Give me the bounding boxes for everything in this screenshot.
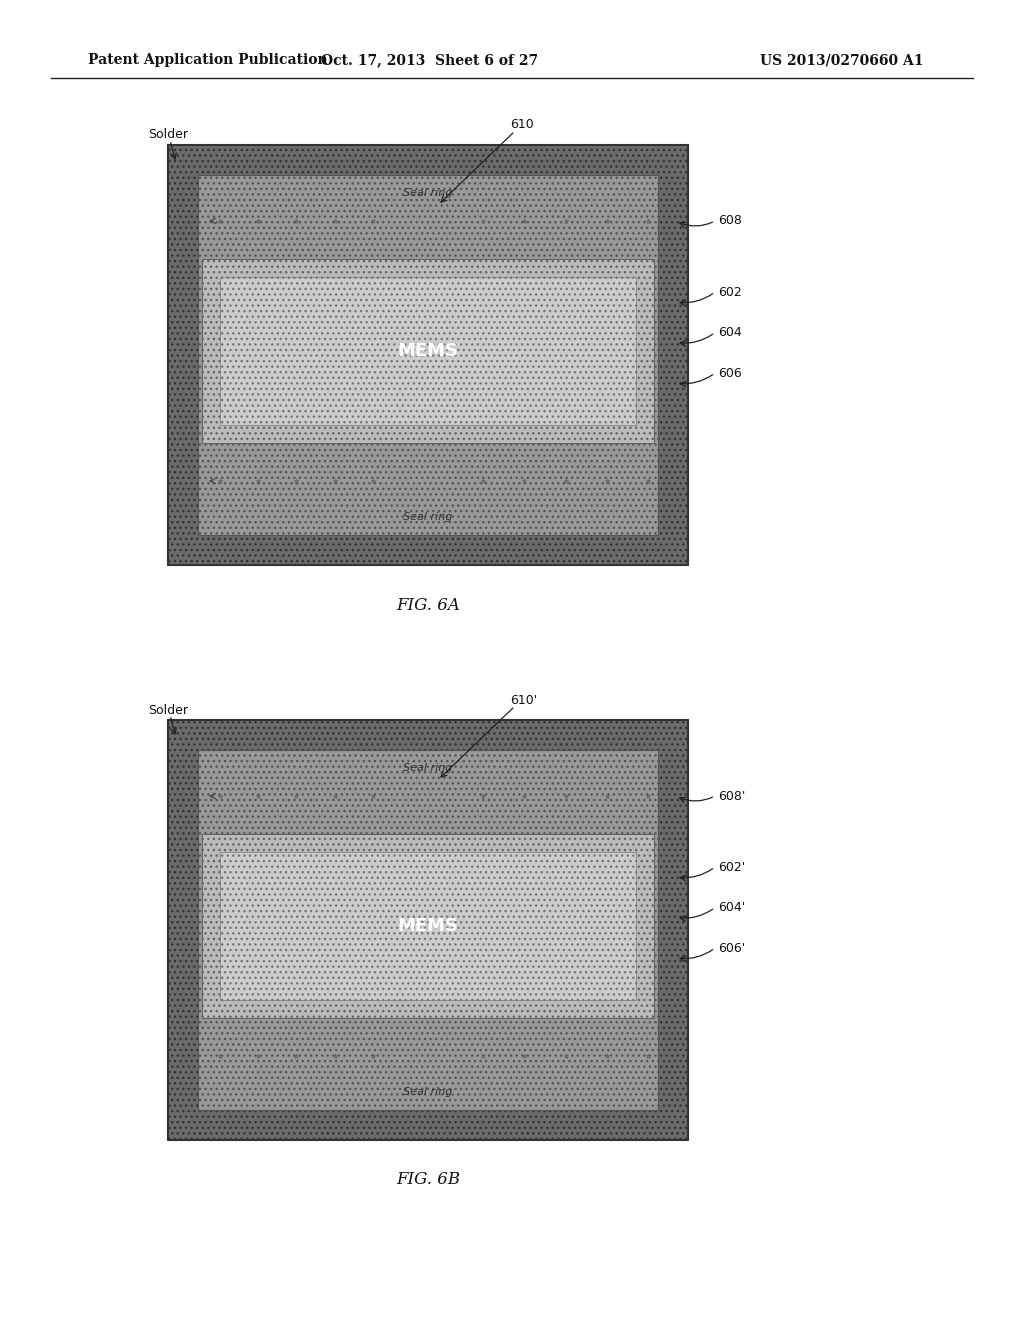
Text: 606: 606 xyxy=(718,367,741,380)
Bar xyxy=(398,1022,458,1078)
Text: Solder: Solder xyxy=(148,128,188,141)
Bar xyxy=(202,259,654,444)
Bar xyxy=(202,1022,398,1041)
Text: Oct. 17, 2013  Sheet 6 of 27: Oct. 17, 2013 Sheet 6 of 27 xyxy=(322,53,539,67)
Bar xyxy=(458,1022,654,1041)
Bar xyxy=(202,834,654,1018)
Bar xyxy=(202,447,398,467)
Text: 610': 610' xyxy=(510,693,538,706)
Text: Seal ring: Seal ring xyxy=(403,763,453,774)
Text: 606': 606' xyxy=(718,941,745,954)
Bar xyxy=(202,810,398,830)
Text: FIG. 6A: FIG. 6A xyxy=(396,597,460,614)
Text: FIG. 6B: FIG. 6B xyxy=(396,1172,460,1188)
Bar xyxy=(398,781,458,830)
Text: 608': 608' xyxy=(718,789,745,803)
Text: 610: 610 xyxy=(510,119,534,132)
Bar xyxy=(220,277,636,425)
Text: 604: 604 xyxy=(718,326,741,339)
Bar xyxy=(398,447,458,503)
Text: 602: 602 xyxy=(718,285,741,298)
Bar xyxy=(198,750,658,1110)
Text: 604': 604' xyxy=(718,902,745,913)
Bar xyxy=(202,754,654,781)
Bar xyxy=(220,851,636,1001)
Bar xyxy=(458,235,654,255)
Bar xyxy=(168,719,688,1140)
Text: Solder: Solder xyxy=(148,704,188,717)
Bar xyxy=(202,503,654,531)
Text: Seal ring: Seal ring xyxy=(403,1086,453,1097)
Bar xyxy=(198,176,658,535)
Bar xyxy=(458,810,654,830)
Text: Seal ring: Seal ring xyxy=(403,187,453,198)
Bar xyxy=(398,207,458,255)
Bar xyxy=(202,180,654,207)
Bar xyxy=(202,1078,654,1106)
Text: MEMS: MEMS xyxy=(397,342,459,360)
Text: 608: 608 xyxy=(718,214,741,227)
Bar xyxy=(168,145,688,565)
Bar xyxy=(202,235,398,255)
Bar xyxy=(458,447,654,467)
Text: MEMS: MEMS xyxy=(397,917,459,935)
Text: US 2013/0270660 A1: US 2013/0270660 A1 xyxy=(760,53,924,67)
Text: Patent Application Publication: Patent Application Publication xyxy=(88,53,328,67)
Text: 602': 602' xyxy=(718,861,745,874)
Text: Seal ring: Seal ring xyxy=(403,512,453,521)
